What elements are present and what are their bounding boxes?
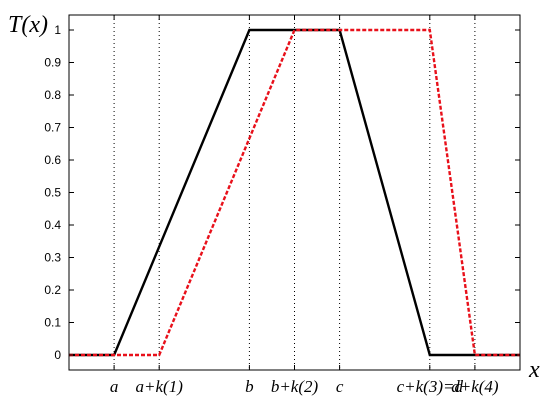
vertical-guides [113,15,476,370]
y-tick-label: 0.7 [44,121,61,135]
y-tick-label: 0 [54,348,61,362]
y-tick-label: 0.1 [44,316,61,330]
y-tick-label: 1 [54,23,61,37]
x-tick-label: b+k(2) [271,377,319,396]
y-axis-label: T(x) [8,12,48,38]
y-tick-label: 0.2 [44,283,61,297]
series-line-1 [69,28,520,357]
y-tick-label: 0.8 [44,88,61,102]
x-tick-label: c+k(3)=d [397,377,464,396]
x-tick-label: a+k(1) [136,377,184,396]
series-lines [69,28,520,357]
y-tick-label: 0.5 [44,186,61,200]
x-tick-label: c [336,377,344,396]
y-axis-ticks: 0 0.1 0.2 0.3 0.4 0.5 0.6 0.7 0.8 0.9 1 [44,23,520,362]
x-tick-label: a [110,377,119,396]
x-tick-label: b [245,377,254,396]
x-axis-ticks: a a+k(1) b b+k(2) c c+k(3)=dd+k(4) [110,15,499,396]
y-tick-label: 0.9 [44,56,61,70]
x-tick-label: d+k(4) [451,377,499,396]
x-axis-label: x [528,357,540,383]
y-tick-label: 0.6 [44,153,61,167]
y-tick-label: 0.3 [44,251,61,265]
y-tick-label: 0.4 [44,218,61,232]
